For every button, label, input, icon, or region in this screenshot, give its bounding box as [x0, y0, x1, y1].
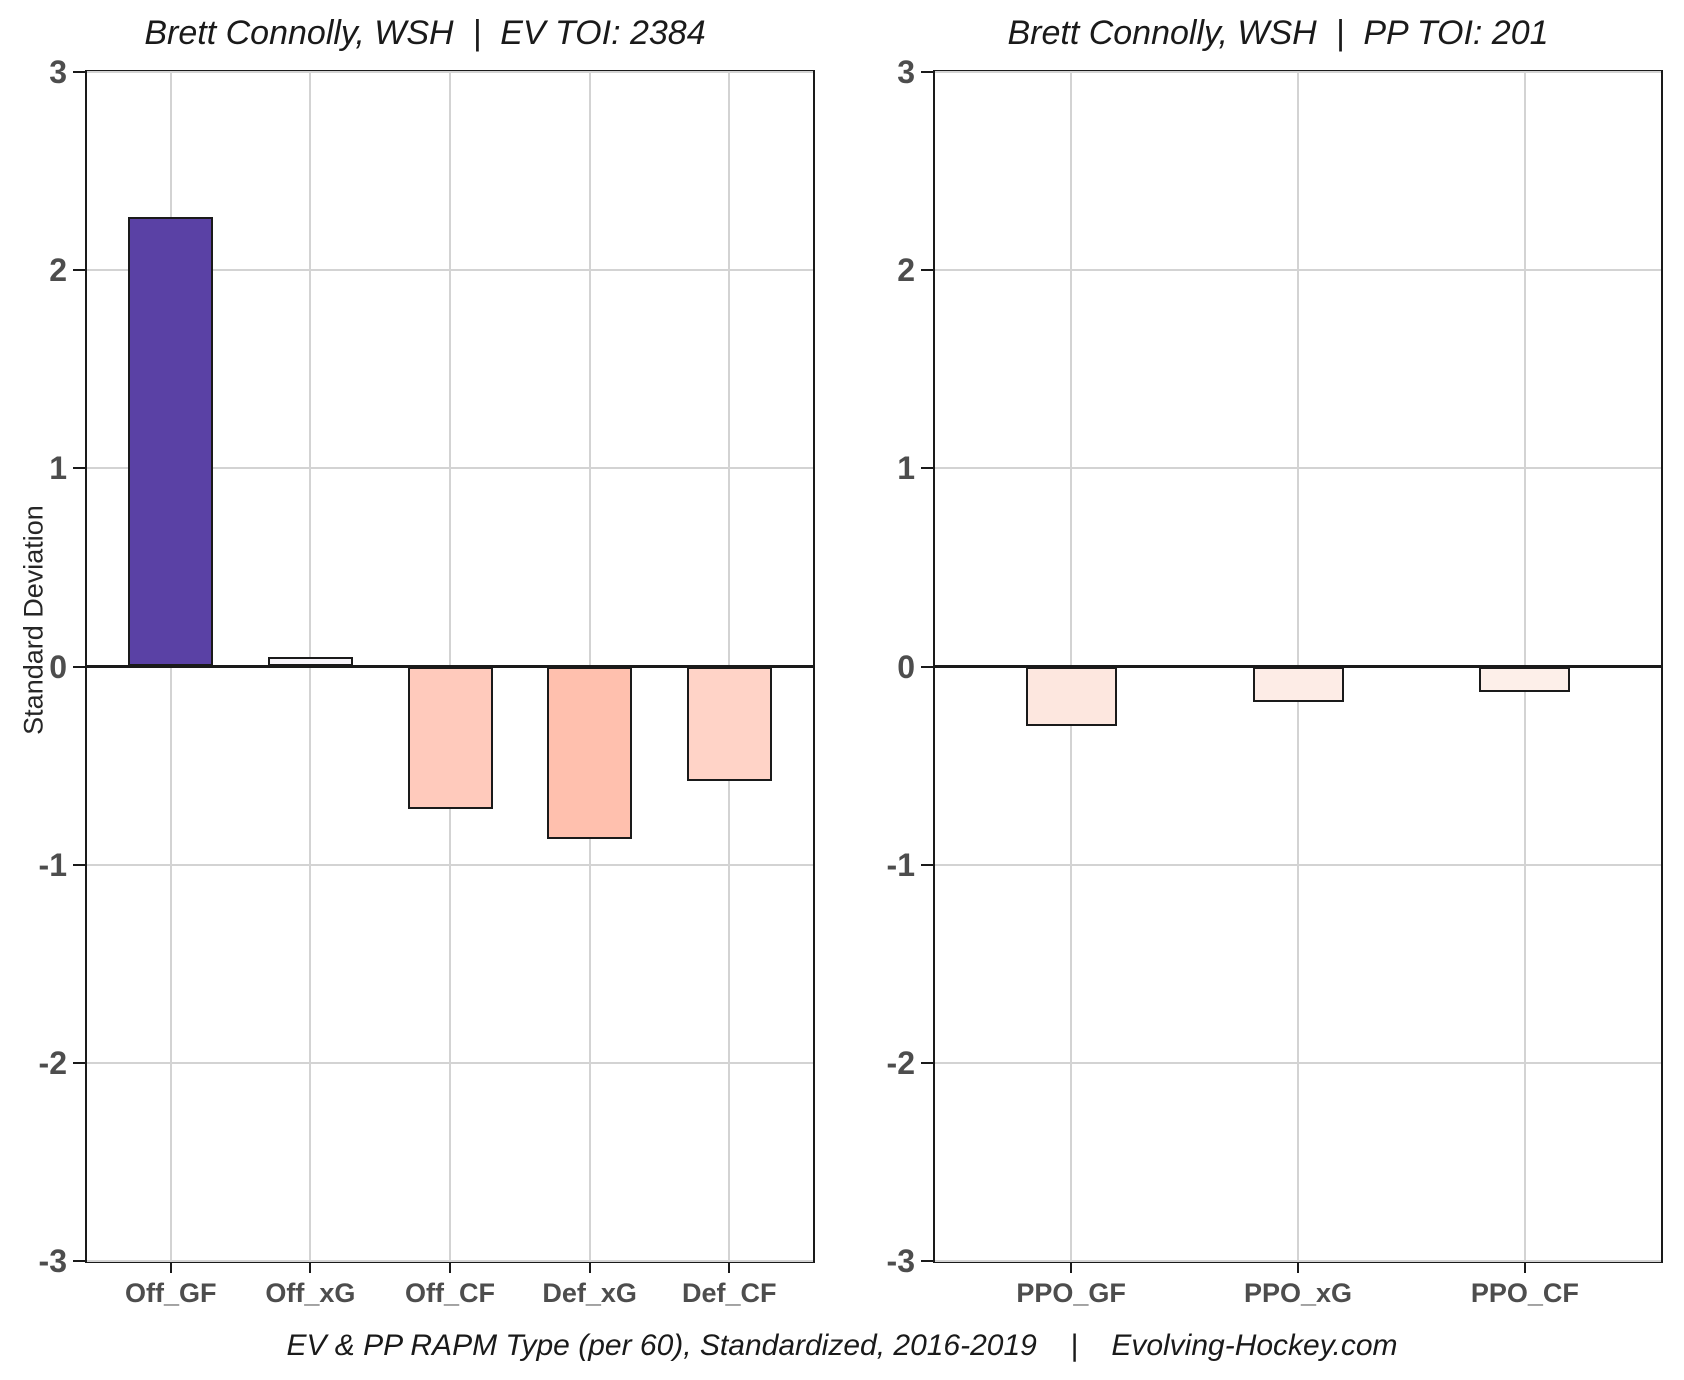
x-category-label-PPO_xG: PPO_xG: [1243, 1278, 1353, 1308]
x-tick-mark-Def_CF: [728, 1263, 731, 1273]
plot-area-ev: [85, 70, 815, 1263]
h-gridline--3: [935, 1260, 1661, 1262]
y-tick-mark-3: [73, 71, 85, 73]
y-tick-label-3: 3: [49, 54, 67, 90]
h-gridline-3: [935, 71, 1661, 73]
h-gridline--1: [87, 863, 813, 866]
bar-PPO_CF: [1479, 666, 1571, 693]
y-tick-mark-0: [73, 665, 85, 668]
x-tick-mark-PPO_CF: [1523, 1263, 1526, 1273]
bar-Off_CF: [407, 666, 493, 810]
x-tick-mark-PPO_GF: [1070, 1263, 1073, 1273]
x-tick-mark-Off_CF: [449, 1263, 451, 1273]
bar-Off_GF: [128, 216, 214, 667]
y-tick-label--1: -1: [886, 846, 915, 883]
x-category-label-Off_GF: Off_GF: [125, 1278, 217, 1308]
y-tick-label--3: -3: [38, 1243, 67, 1279]
y-tick-label--1: -1: [38, 846, 67, 883]
y-tick-label--3: -3: [886, 1243, 915, 1279]
y-axis-title: Standard Deviation: [18, 505, 49, 735]
bar-PPO_GF: [1025, 666, 1117, 726]
h-gridline--2: [935, 1061, 1661, 1064]
x-tick-mark-Def_xG: [588, 1263, 591, 1273]
y-tick-label-0: 0: [897, 648, 915, 685]
figure-caption: EV & PP RAPM Type (per 60), Standardized…: [286, 1329, 1398, 1362]
x-category-label-Def_CF: Def_CF: [681, 1278, 777, 1308]
y-tick-label-1: 1: [897, 450, 915, 487]
bar-Def_xG: [547, 666, 633, 839]
x-category-label-Def_xG: Def_xG: [542, 1278, 637, 1308]
y-tick-mark-2: [73, 269, 85, 272]
y-tick-label-2: 2: [897, 252, 915, 289]
chart-title-pp: Brett Connolly, WSH | PP TOI: 201: [1007, 14, 1549, 52]
plot-area-pp: [933, 70, 1663, 1263]
h-gridline--1: [935, 863, 1661, 866]
h-gridline-1: [935, 467, 1661, 470]
h-gridline-2: [935, 269, 1661, 272]
chart-title-ev: Brett Connolly, WSH | EV TOI: 2384: [144, 14, 706, 52]
x-tick-mark-PPO_xG: [1297, 1263, 1299, 1273]
x-tick-mark-Off_xG: [309, 1263, 312, 1273]
y-tick-label--2: -2: [38, 1044, 67, 1081]
y-tick-label-0: 0: [49, 648, 67, 685]
h-gridline-2: [87, 269, 813, 272]
y-tick-label-1: 1: [49, 450, 67, 487]
x-category-label-PPO_GF: PPO_GF: [1016, 1278, 1126, 1308]
bar-Def_CF: [686, 666, 772, 782]
y-tick-mark--2: [73, 1061, 85, 1064]
y-tick-mark--2: [921, 1061, 933, 1064]
h-gridline--3: [87, 1260, 813, 1262]
h-gridline-1: [87, 467, 813, 470]
y-tick-label--2: -2: [886, 1044, 915, 1081]
y-tick-mark-1: [921, 467, 933, 470]
y-tick-mark--1: [73, 863, 85, 866]
y-tick-mark--3: [73, 1260, 85, 1262]
h-gridline-3: [87, 71, 813, 73]
bar-PPO_xG: [1252, 666, 1344, 703]
y-tick-mark-2: [921, 269, 933, 272]
y-tick-mark-3: [921, 71, 933, 73]
y-tick-label-3: 3: [897, 54, 915, 90]
x-tick-mark-Off_GF: [169, 1263, 172, 1273]
bar-Off_xG: [267, 656, 353, 667]
h-gridline--2: [87, 1061, 813, 1064]
y-tick-label-2: 2: [49, 252, 67, 289]
x-category-label-Off_CF: Off_CF: [405, 1278, 495, 1308]
x-category-label-PPO_CF: PPO_CF: [1470, 1278, 1579, 1308]
x-category-label-Off_xG: Off_xG: [265, 1278, 356, 1308]
y-tick-mark--3: [921, 1260, 933, 1262]
y-tick-mark-1: [73, 467, 85, 470]
y-tick-mark--1: [921, 863, 933, 866]
y-tick-mark-0: [921, 665, 933, 668]
